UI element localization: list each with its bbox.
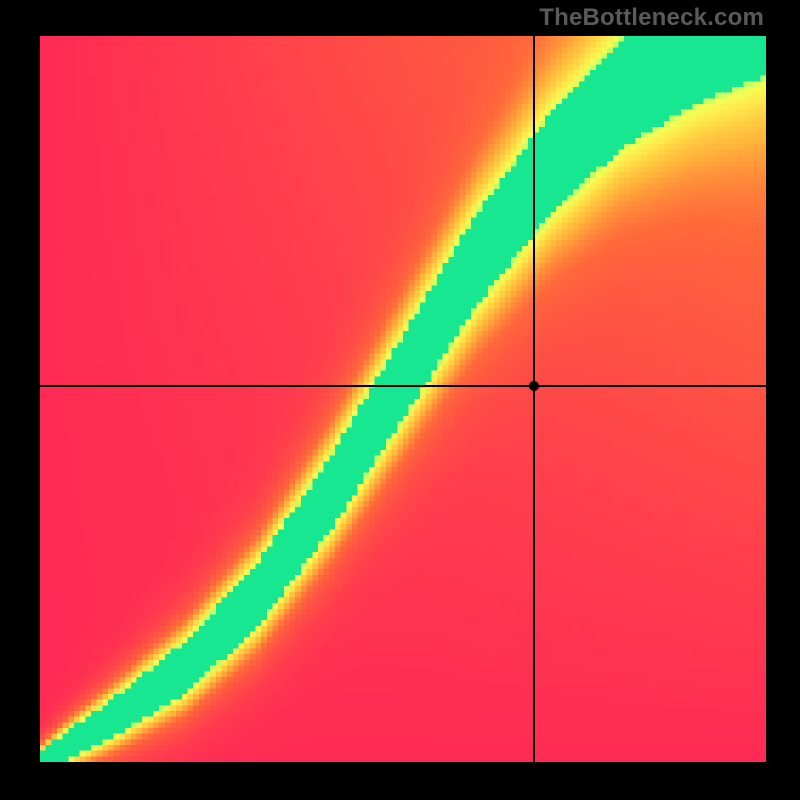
- watermark-text: TheBottleneck.com: [539, 4, 764, 32]
- chart-frame: TheBottleneck.com: [0, 0, 800, 800]
- crosshair-vertical: [533, 36, 535, 762]
- crosshair-horizontal: [40, 385, 766, 387]
- crosshair-dot: [528, 380, 540, 392]
- bottleneck-heatmap: [40, 36, 766, 762]
